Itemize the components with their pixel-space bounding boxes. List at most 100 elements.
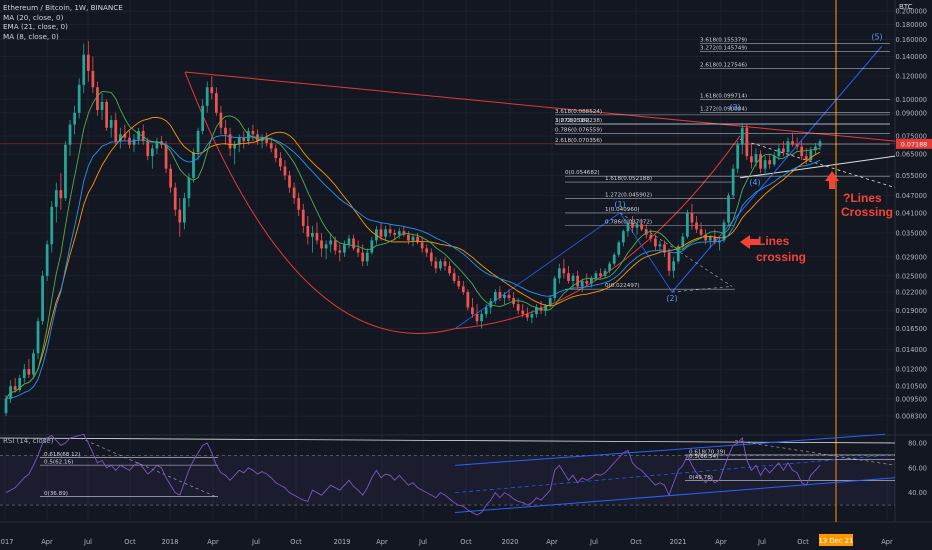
candle-body [763,160,767,169]
candle-body [109,120,113,128]
candle-body [246,130,250,142]
y-tick-label: 0.090000 [896,109,927,117]
candle-body [452,273,456,281]
candle-body [173,187,177,210]
candle-body [690,212,694,223]
date-marker-label: 13 Dec 21 [819,537,854,545]
candle-body [379,229,383,237]
annotation-future-crossing: ?Lines [843,191,882,205]
candle-body [397,231,401,235]
candle-body [137,130,140,140]
x-tick-label: 2019 [334,538,351,546]
candle-body [791,141,794,145]
candle-body [105,101,108,128]
x-tick-label: Oct [797,538,809,546]
rsi-trendline [0,437,896,444]
candle-body [384,229,387,237]
y-tick-label: 0.029000 [896,253,927,261]
candle-body [489,301,493,308]
candle-body [265,137,269,143]
candle-body [36,321,40,354]
wave-label: (1) [614,200,625,209]
candle-body [288,175,291,188]
fib-label: 2.618(0.127546) [700,62,747,68]
candle-body [631,222,634,228]
fib-label: 2.618(0.070356) [555,138,602,144]
rsi-line [5,433,821,516]
candle-body [644,229,648,235]
candle-body [205,87,209,106]
rsi-channel-top [454,433,886,466]
x-tick-label: Jul [418,538,427,546]
legend-symbol: Ethereum / Bitcoin, 1W, BINANCE [3,3,123,12]
candle-body [150,148,154,157]
candle-body [521,310,525,315]
fib-label: 1(0.082514) [555,118,590,124]
candle-body [324,244,328,249]
fib-label: 3.272(0.082238) [555,118,602,124]
candle-body [320,240,323,249]
y-tick-label: 0.160000 [896,36,927,44]
y-tick-label: 0.180000 [896,21,927,29]
candle-body [214,93,218,113]
candle-body [201,105,205,131]
y-tick-label: 0.047000 [896,192,927,200]
candle-body [640,224,644,230]
support-line [739,155,896,179]
candle-body [708,236,712,241]
candle-body [64,144,67,199]
wave-label: (2) [666,294,677,303]
chart-legend: Ethereum / Bitcoin, 1W, BINANCE MA (20, … [3,3,123,41]
candle-body [292,187,296,199]
candle-body [27,369,31,375]
x-tick-label: Oct [630,538,642,546]
candle-body [279,158,282,167]
candle-body [118,134,122,142]
x-tick-label: Jul [83,538,92,546]
candle-body [722,222,726,241]
y-tick-label: 0.035000 [896,229,927,237]
candle-body [50,206,54,245]
y-tick-label: 0.025000 [896,272,927,280]
candle-body [466,292,470,308]
candle-body [132,139,136,145]
candle-body [388,229,392,233]
candle-body [672,261,676,271]
x-tick-label: Apr [881,538,893,546]
x-tick-label: Apr [207,538,219,546]
candle-body [114,120,118,142]
rsi-dash [79,437,219,498]
rsi-tick-label: 60.00 [908,464,927,472]
candle-body [439,261,442,269]
candle-body [750,156,753,163]
candle-body [731,168,735,196]
candle-body [41,275,44,322]
annotation-future-crossing: Crossing [841,205,893,219]
candle-body [658,244,662,247]
candle-body [493,292,497,302]
candle-body [626,222,630,232]
candle-body [759,154,762,169]
candle-body [567,273,570,281]
fib-label: 1.272(0.090084) [700,107,747,113]
candle-body [544,305,547,311]
candle-body [621,231,625,243]
candle-body [649,234,653,239]
candle-body [4,398,8,414]
y-tick-label: 0.010500 [896,383,927,391]
y-tick-label: 0.075000 [896,132,927,140]
candle-body [571,275,575,281]
candle-body [343,244,346,253]
candle-body [96,87,99,110]
candle-body [686,212,689,237]
candle-body [475,314,479,322]
candle-body [530,314,534,318]
candle-body [594,273,598,279]
candle-body [736,144,740,169]
candle-body [91,70,95,88]
candle-body [86,54,90,71]
candle-body [274,148,278,159]
candle-body [269,142,273,149]
candle-body [402,231,406,235]
